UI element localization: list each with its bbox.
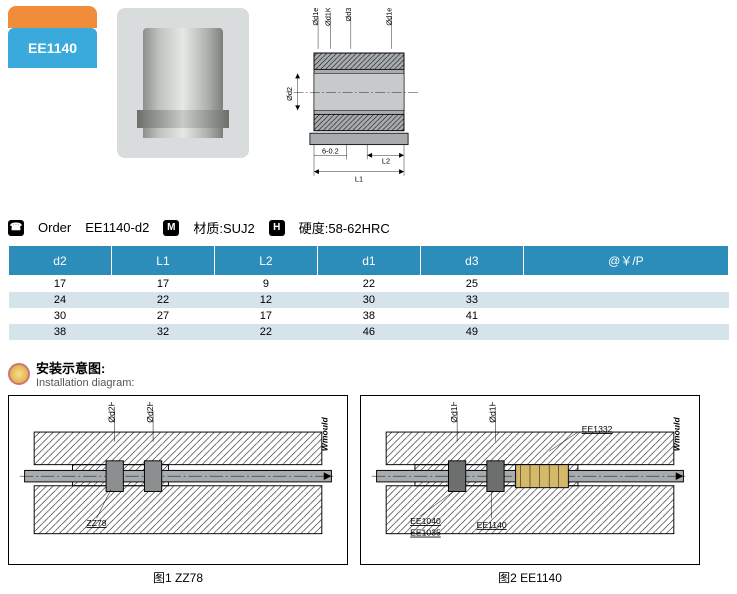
table-cell xyxy=(523,276,728,293)
dim-d2: Ød2 xyxy=(285,87,294,101)
fig2-ee1140: EE1140 xyxy=(477,520,507,530)
order-label: Order xyxy=(38,220,71,235)
fig2-ee1332: EE1332 xyxy=(582,424,613,434)
install-diagram-1: Ød2H7 Ød2H7 ZZ78 Wmould xyxy=(8,395,348,565)
fig2-caption: 图2 EE1140 xyxy=(360,569,700,586)
dim-d1K6: Ød1K6 xyxy=(323,8,332,26)
fig2-d1H7-b: Ød1H7 xyxy=(487,402,497,423)
table-cell: 49 xyxy=(420,324,523,340)
table-cell: 46 xyxy=(317,324,420,340)
table-cell: 17 xyxy=(9,276,112,293)
header-row: EE1140 Ød1e7 Ød1K6 Ød3 xyxy=(8,8,729,188)
fig1-d2H7-b: Ød2H7 xyxy=(145,402,155,423)
install-title-en: Installation diagram: xyxy=(36,377,134,389)
material-icon: M xyxy=(163,220,179,236)
table-row: 171792225 xyxy=(9,276,729,293)
dim-d1e7-left: Ød1e7 xyxy=(311,8,320,26)
table-cell: 22 xyxy=(111,292,214,308)
table-cell: 38 xyxy=(9,324,112,340)
dim-d3: Ød3 xyxy=(344,8,353,22)
table-cell xyxy=(523,324,728,340)
table-cell: 9 xyxy=(214,276,317,293)
table-cell: 22 xyxy=(214,324,317,340)
table-cell: 12 xyxy=(214,292,317,308)
material-label: 材质:SUJ2 xyxy=(193,218,254,237)
table-cell: 27 xyxy=(111,308,214,324)
table-header: d1 xyxy=(317,246,420,276)
part-number: EE1140 xyxy=(28,40,77,56)
fig1-d2H7-a: Ød2H7 xyxy=(107,402,117,423)
fig1-watermark: Wmould xyxy=(320,417,330,452)
table-cell xyxy=(523,308,728,324)
table-header: d3 xyxy=(420,246,523,276)
table-row: 2422123033 xyxy=(9,292,729,308)
product-photo xyxy=(117,8,249,158)
fig2-ee1035: EE1035 xyxy=(410,528,441,538)
table-cell: 30 xyxy=(317,292,420,308)
hardness-label: 硬度:58-62HRC xyxy=(299,218,390,237)
install-header: 安装示意图: Installation diagram: xyxy=(8,358,729,389)
table-cell: 25 xyxy=(420,276,523,293)
part-number-tab: EE1140 xyxy=(8,28,97,68)
table-cell: 38 xyxy=(317,308,420,324)
table-cell: 24 xyxy=(9,292,112,308)
spec-table: d2L1L2d1d3@￥/P 1717922252422123033302717… xyxy=(8,245,729,340)
dim-L2: L2 xyxy=(382,156,390,165)
table-cell: 32 xyxy=(111,324,214,340)
table-row: 3027173841 xyxy=(9,308,729,324)
hardness-icon: H xyxy=(269,220,285,236)
fig2-watermark: Wmould xyxy=(672,417,682,452)
table-cell: 30 xyxy=(9,308,112,324)
fig1-zz78: ZZ78 xyxy=(86,518,106,528)
table-cell: 33 xyxy=(420,292,523,308)
install-diagram-2: Ød1H7 Ød1H7 EE1332 EE1040 EE1035 EE1140 … xyxy=(360,395,700,565)
dim-d1e7-right: Ød1e7 xyxy=(385,8,394,26)
phone-icon: ☎ xyxy=(8,220,24,236)
table-row: 3832224649 xyxy=(9,324,729,340)
dim-tolerance: 6-0.2 xyxy=(322,147,339,156)
table-cell: 17 xyxy=(111,276,214,293)
install-badge-icon xyxy=(8,363,30,385)
technical-drawing: Ød1e7 Ød1K6 Ød3 Ød1e7 xyxy=(269,8,449,188)
install-title-cn: 安装示意图: xyxy=(36,358,134,377)
fig1-caption: 图1 ZZ78 xyxy=(8,569,348,586)
table-cell: 22 xyxy=(317,276,420,293)
order-code: EE1140-d2 xyxy=(85,220,149,235)
order-line: ☎ Order EE1140-d2 M 材质:SUJ2 H 硬度:58-62HR… xyxy=(8,218,729,237)
fig2-ee1040: EE1040 xyxy=(410,516,441,526)
fig2-d1H7-a: Ød1H7 xyxy=(449,402,459,423)
table-header: d2 xyxy=(9,246,112,276)
table-header: @￥/P xyxy=(523,246,728,276)
table-cell: 41 xyxy=(420,308,523,324)
table-header: L2 xyxy=(214,246,317,276)
dim-L1: L1 xyxy=(355,174,363,183)
table-header: L1 xyxy=(111,246,214,276)
table-cell: 17 xyxy=(214,308,317,324)
table-cell xyxy=(523,292,728,308)
